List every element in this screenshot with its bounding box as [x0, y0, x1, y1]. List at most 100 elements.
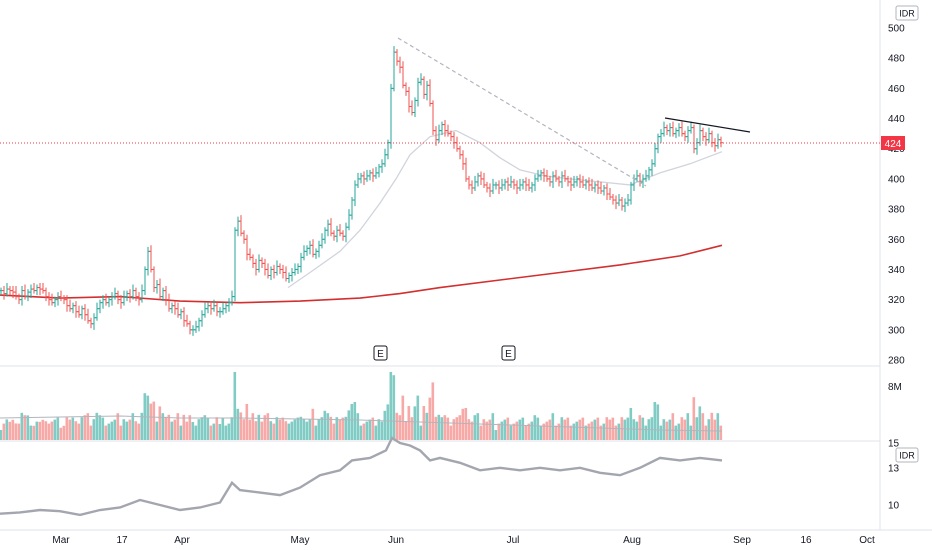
volume-bar [509, 425, 513, 440]
earnings-marker[interactable]: E [373, 345, 388, 361]
volume-bar [230, 417, 234, 440]
volume-bar [524, 425, 528, 440]
indicator-axis[interactable]: 15 13 10 [888, 439, 900, 512]
volume-bar [263, 415, 267, 440]
volume-bar [416, 395, 420, 440]
volume-bar [392, 375, 396, 440]
volume-bar [677, 423, 681, 440]
volume-bar [707, 419, 711, 440]
ohlc-bar [578, 174, 582, 188]
currency-label: IDR [899, 9, 915, 19]
volume-bar [623, 419, 627, 440]
volume-bar [125, 421, 129, 440]
ohlc-bar [359, 172, 363, 184]
ohlc-bar [335, 225, 339, 243]
ohlc-bar [44, 287, 48, 302]
ohlc-bar [686, 126, 690, 143]
ohlc-bar [410, 100, 414, 116]
volume-bar [197, 419, 201, 440]
currency-badge[interactable]: IDR [895, 5, 919, 21]
price-tick-label: 480 [888, 54, 905, 65]
ohlc-bar [530, 181, 534, 193]
ohlc-bar [713, 138, 717, 152]
volume-bar [362, 423, 366, 440]
volume-bar [413, 406, 417, 440]
ohlc-bar [683, 130, 687, 142]
volume-bar [131, 413, 135, 440]
volume-bar [371, 417, 375, 440]
earnings-marker-label: E [505, 349, 512, 360]
ohlc-bar [503, 178, 507, 190]
indicator-currency-label: IDR [899, 451, 915, 461]
time-axis[interactable]: Mar 17 Apr May Jun Jul Aug Sep 16 Oct [52, 535, 875, 546]
ohlc-bar [662, 121, 666, 137]
price-tick-label: 380 [888, 205, 905, 216]
volume-bar [65, 417, 69, 440]
ohlc-bar [674, 127, 678, 139]
ohlc-bar [266, 263, 270, 279]
volume-bar [275, 417, 279, 440]
volume-bar [689, 425, 693, 440]
ohlc-bar [353, 180, 357, 207]
indicator-line [0, 436, 723, 517]
volume-bar [467, 419, 471, 440]
ohlc-bar [566, 175, 570, 187]
volume-bar [680, 417, 684, 440]
time-tick-label: Apr [174, 535, 190, 546]
volume-bar [110, 421, 114, 440]
ohlc-bar [317, 240, 321, 258]
volume-bar [281, 417, 285, 440]
ohlc-bar [80, 305, 84, 320]
ohlc-bar [470, 180, 474, 194]
ohlc-bar [467, 175, 471, 190]
volume-bar [410, 417, 414, 440]
volume-bar [695, 417, 699, 440]
ohlc-bar [287, 272, 291, 284]
earnings-marker[interactable]: E [501, 345, 516, 361]
ohlc-bar [587, 177, 591, 191]
volume-moving-average [0, 415, 723, 432]
volume-bar [185, 421, 189, 440]
ohlc-bar [77, 305, 81, 318]
volume-bar [260, 421, 264, 440]
ohlc-bar [605, 183, 609, 201]
volume-bar [575, 421, 579, 440]
ohlc-bar [269, 266, 273, 281]
volume-bar [470, 421, 474, 440]
ohlc-bar [278, 263, 282, 274]
volume-bar [590, 421, 594, 440]
descending-trendline-dashed[interactable] [397, 37, 647, 187]
ohlc-bar [554, 169, 558, 182]
ohlc-bar [497, 180, 501, 194]
ohlc-bar [41, 283, 45, 294]
ohlc-bar [488, 183, 492, 198]
ohlc-bar [344, 222, 348, 243]
volume-bar [101, 417, 105, 440]
ohlc-bar [179, 308, 183, 320]
resistance-trendline[interactable] [664, 117, 751, 133]
volume-bar [713, 419, 717, 440]
volume-bar [17, 423, 21, 440]
ohlc-bar [224, 302, 228, 314]
long-moving-average [0, 244, 723, 304]
last-price-text: 424 [885, 139, 902, 150]
volume-tick: 8M [888, 382, 902, 393]
ohlc-bar [125, 290, 129, 302]
ohlc-bar [263, 258, 267, 276]
time-tick-label: Oct [859, 535, 875, 546]
volume-bar [20, 412, 24, 440]
volume-bar [302, 419, 306, 440]
ohlc-bar [338, 224, 342, 237]
volume-bar [572, 423, 576, 440]
volume-bar [137, 423, 141, 440]
volume-bar [578, 419, 582, 440]
price-axis[interactable]: 500480460440420400380360340320300280 [888, 24, 905, 367]
ohlc-bar [275, 260, 279, 276]
indicator-currency-badge[interactable]: IDR [895, 447, 919, 463]
volume-bar [326, 413, 330, 440]
ohlc-bar [602, 184, 606, 196]
volume-bar [134, 421, 138, 440]
ohlc-bar [383, 148, 387, 167]
ohlc-bar [149, 245, 153, 273]
